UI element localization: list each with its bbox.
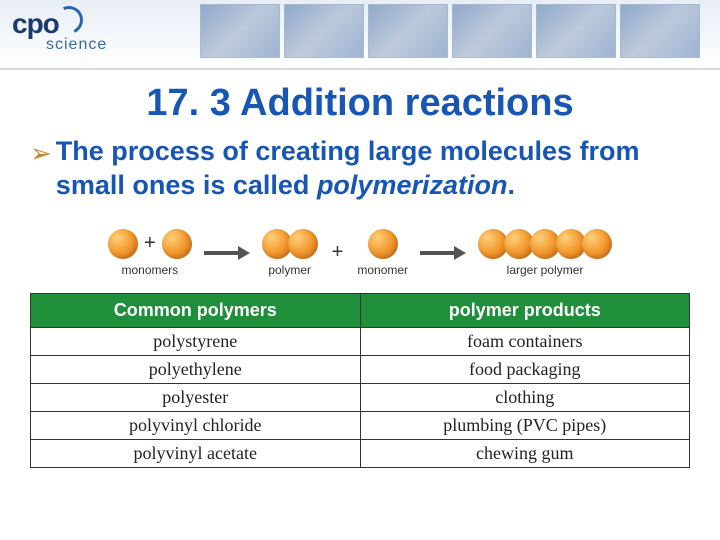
table-cell: clothing (360, 383, 690, 411)
larger-polymer-balls (478, 229, 612, 259)
header-thumb (620, 4, 700, 58)
table-header-row: Common polymers polymer products (31, 293, 690, 327)
monomer-ball-icon (582, 229, 612, 259)
diagram-monomers: + monomers (108, 229, 192, 277)
bullet-row: ➢ The process of creating large molecule… (30, 135, 690, 203)
header-thumb (284, 4, 364, 58)
polymerization-diagram: + monomers polymer + monomer larger poly… (0, 221, 720, 283)
table-cell: polyester (31, 383, 361, 411)
table-row: polyvinyl chloride plumbing (PVC pipes) (31, 411, 690, 439)
table-cell: polyvinyl acetate (31, 439, 361, 467)
table-header: Common polymers (31, 293, 361, 327)
monomer-ball-icon (288, 229, 318, 259)
plus-icon: + (144, 232, 156, 255)
header-thumb (536, 4, 616, 58)
table-cell: polyethylene (31, 355, 361, 383)
header-band: cpo science (0, 0, 720, 70)
arrow-icon (204, 246, 250, 260)
table-cell: polystyrene (31, 327, 361, 355)
diagram-monomer-single: monomer (357, 229, 408, 277)
table-row: polystyrene foam containers (31, 327, 690, 355)
table-cell: chewing gum (360, 439, 690, 467)
header-thumbnails (200, 4, 700, 58)
monomer-ball-icon (108, 229, 138, 259)
header-thumb (452, 4, 532, 58)
diagram-polymer: polymer (262, 229, 318, 277)
bullet-area: ➢ The process of creating large molecule… (0, 125, 720, 221)
header-thumb (200, 4, 280, 58)
arrow-icon (420, 246, 466, 260)
bullet-text: The process of creating large molecules … (56, 135, 690, 203)
table-row: polyvinyl acetate chewing gum (31, 439, 690, 467)
table-cell: plumbing (PVC pipes) (360, 411, 690, 439)
polymers-table: Common polymers polymer products polysty… (30, 293, 690, 468)
diagram-larger-polymer: larger polymer (478, 229, 612, 277)
plus-icon: + (332, 241, 344, 264)
diagram-label: monomer (357, 263, 408, 277)
diagram-label: monomers (121, 263, 178, 277)
logo-subtext: science (46, 36, 107, 54)
monomer-balls: + (108, 229, 192, 259)
table-row: polyester clothing (31, 383, 690, 411)
slide-title: 17. 3 Addition reactions (0, 82, 720, 125)
polymer-balls (262, 229, 318, 259)
monomer-ball-icon (368, 229, 398, 259)
diagram-label: larger polymer (507, 263, 584, 277)
table-cell: food packaging (360, 355, 690, 383)
bullet-italic: polymerization (317, 170, 508, 200)
table-header: polymer products (360, 293, 690, 327)
table-row: polyethylene food packaging (31, 355, 690, 383)
table-cell: polyvinyl chloride (31, 411, 361, 439)
bullet-arrow-icon: ➢ (30, 138, 52, 169)
header-thumb (368, 4, 448, 58)
bullet-suffix: . (507, 170, 515, 200)
table-cell: foam containers (360, 327, 690, 355)
single-monomer (368, 229, 398, 259)
monomer-ball-icon (162, 229, 192, 259)
diagram-label: polymer (268, 263, 311, 277)
